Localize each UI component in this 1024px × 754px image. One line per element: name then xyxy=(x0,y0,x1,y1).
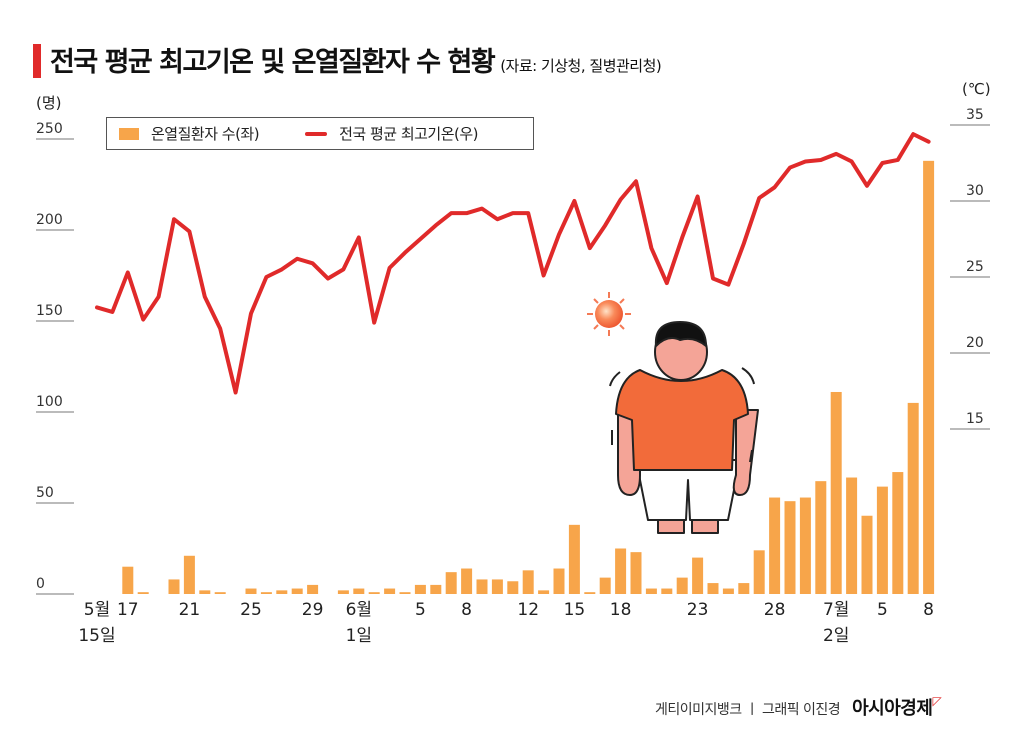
bar xyxy=(599,577,611,594)
bar xyxy=(584,592,596,594)
bar xyxy=(384,588,396,594)
bar xyxy=(553,568,565,594)
x-tick-label: 25 xyxy=(240,600,262,620)
bar xyxy=(630,552,642,594)
x-tick-label: 5월 xyxy=(84,600,110,620)
bar xyxy=(414,584,426,594)
x-tick-label-line2: 1일 xyxy=(346,626,372,646)
bar xyxy=(722,588,734,594)
x-tick-label-line2: 2일 xyxy=(823,626,849,646)
footer-credit: 게티이미지뱅크 ㅣ 그래픽 이진경 아시아경제◸ xyxy=(655,694,942,720)
right-tick-label: 35 xyxy=(966,107,984,123)
left-tick-label: 250 xyxy=(36,121,63,137)
x-tick-label: 15 xyxy=(564,600,586,620)
bar xyxy=(861,515,873,594)
x-tick-label: 12 xyxy=(517,600,539,620)
legend-bar-swatch xyxy=(119,127,139,140)
bar xyxy=(168,579,180,594)
bar xyxy=(307,584,319,594)
x-tick-label: 29 xyxy=(302,600,324,620)
bar xyxy=(507,581,519,594)
legend-bar-label: 온열질환자 수(좌) xyxy=(151,125,260,143)
bar xyxy=(769,497,781,594)
bar xyxy=(461,568,473,594)
bar xyxy=(615,548,627,594)
right-tick-label: 30 xyxy=(966,183,984,199)
left-tick-label: 50 xyxy=(36,485,54,501)
bar xyxy=(291,588,303,594)
chart-legend: 온열질환자 수(좌) 전국 평균 최고기온(우) xyxy=(106,117,534,150)
bar xyxy=(753,550,765,594)
bar xyxy=(846,477,858,594)
bar xyxy=(476,579,488,594)
brand-mark-icon: ◸ xyxy=(932,694,942,708)
x-tick-label-line2: 15일 xyxy=(78,626,115,646)
x-tick-label: 23 xyxy=(687,600,709,620)
x-tick-label: 18 xyxy=(610,600,632,620)
bar xyxy=(337,590,349,594)
left-tick-label: 0 xyxy=(36,576,45,592)
illustration-sweating-person xyxy=(587,292,759,534)
left-tick-label: 100 xyxy=(36,394,63,410)
bar xyxy=(430,584,442,594)
left-tick-label: 150 xyxy=(36,303,63,319)
bar xyxy=(183,555,195,594)
x-tick-label: 8 xyxy=(923,600,934,620)
bar xyxy=(923,160,935,594)
bar xyxy=(260,592,272,594)
left-axis-unit: (명) xyxy=(36,94,62,112)
bar xyxy=(368,592,380,594)
x-tick-label: 6월 xyxy=(346,600,372,620)
bar xyxy=(799,497,811,594)
bar xyxy=(491,579,503,594)
bar xyxy=(830,391,842,594)
bar xyxy=(876,486,888,594)
right-axis-unit: (℃) xyxy=(962,80,991,98)
bar xyxy=(199,590,211,594)
temperature-line xyxy=(95,132,931,395)
bar xyxy=(692,557,704,594)
bar xyxy=(353,588,365,594)
x-tick-label: 5 xyxy=(877,600,888,620)
legend-line-label: 전국 평균 최고기온(우) xyxy=(339,125,479,143)
bar xyxy=(907,402,919,594)
title-text: 전국 평균 최고기온 및 온열질환자 수 현황 xyxy=(50,47,496,78)
x-tick-label: 21 xyxy=(179,600,201,620)
credit-text: 게티이미지뱅크 ㅣ 그래픽 이진경 xyxy=(655,702,841,718)
x-tick-label: 17 xyxy=(117,600,139,620)
bar xyxy=(137,592,149,594)
x-tick-label: 8 xyxy=(461,600,472,620)
left-tick-label: 200 xyxy=(36,212,63,228)
sun-icon xyxy=(587,292,631,336)
bar xyxy=(245,588,257,594)
source-note: (자료: 기상청, 질병관리청) xyxy=(500,57,662,75)
bar xyxy=(399,592,411,594)
bar xyxy=(522,570,534,594)
title-accent-bar xyxy=(33,44,41,78)
bar xyxy=(892,472,904,594)
bar xyxy=(738,583,750,594)
brand-logo: 아시아경제 xyxy=(852,698,933,719)
bar xyxy=(214,592,226,594)
bar xyxy=(645,588,657,594)
bar xyxy=(568,524,580,594)
x-tick-label: 7월 xyxy=(823,600,849,620)
bar xyxy=(445,572,457,594)
right-tick-label: 20 xyxy=(966,335,984,351)
x-tick-label: 5 xyxy=(415,600,426,620)
bar xyxy=(276,590,288,594)
right-tick-label: 15 xyxy=(966,411,984,427)
bar xyxy=(707,583,719,594)
page-title: 전국 평균 최고기온 및 온열질환자 수 현황 (자료: 기상청, 질병관리청) xyxy=(50,40,662,79)
bar xyxy=(784,501,796,594)
right-tick-label: 25 xyxy=(966,259,984,275)
bar xyxy=(538,590,550,594)
x-tick-label: 28 xyxy=(764,600,786,620)
bar xyxy=(676,577,688,594)
legend-line-swatch xyxy=(305,131,328,136)
bar xyxy=(122,566,134,594)
bar xyxy=(661,588,673,594)
bar xyxy=(815,481,827,594)
